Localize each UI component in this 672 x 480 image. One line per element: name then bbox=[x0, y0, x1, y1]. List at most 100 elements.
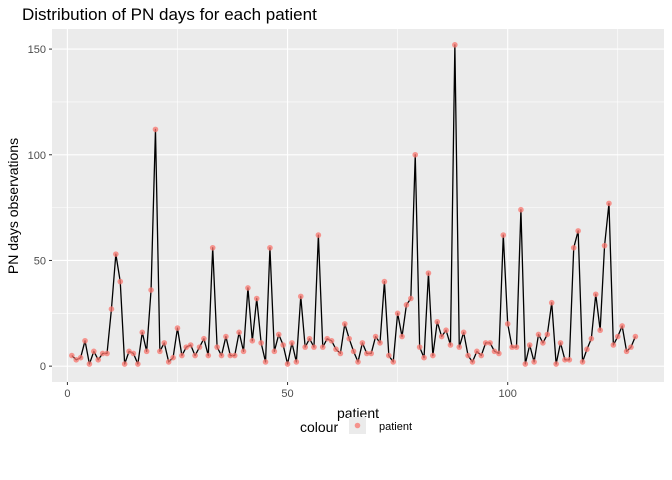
data-point bbox=[126, 348, 132, 355]
data-point bbox=[355, 359, 361, 365]
data-point bbox=[236, 329, 242, 336]
data-point bbox=[496, 350, 502, 357]
data-point bbox=[324, 335, 330, 342]
data-point bbox=[540, 340, 546, 346]
data-point bbox=[69, 352, 75, 359]
data-point bbox=[614, 333, 621, 340]
minor-grid bbox=[52, 29, 664, 382]
data-point bbox=[597, 327, 603, 334]
data-point bbox=[438, 333, 445, 340]
data-point bbox=[610, 342, 617, 348]
data-point bbox=[245, 285, 251, 291]
data-point bbox=[117, 278, 124, 285]
data-point bbox=[218, 352, 225, 359]
data-point bbox=[130, 350, 137, 357]
data-point bbox=[249, 337, 256, 344]
data-point bbox=[297, 293, 304, 300]
y-tick-label: 100 bbox=[28, 150, 46, 162]
data-point bbox=[364, 350, 370, 357]
data-point bbox=[183, 344, 190, 350]
data-point bbox=[227, 352, 234, 359]
data-point bbox=[381, 278, 388, 285]
data-point bbox=[628, 344, 634, 350]
data-point bbox=[165, 359, 172, 365]
data-point bbox=[421, 354, 427, 361]
data-point bbox=[121, 361, 128, 367]
data-point bbox=[293, 359, 300, 365]
data-point bbox=[372, 333, 379, 340]
data-point bbox=[86, 361, 93, 367]
x-axis-title: patient bbox=[337, 405, 379, 421]
data-point bbox=[337, 350, 344, 357]
data-point bbox=[465, 352, 471, 359]
data-point bbox=[359, 340, 366, 346]
legend-key-point bbox=[354, 422, 361, 429]
x-tick-label: 50 bbox=[281, 388, 293, 400]
x-tick-label: 100 bbox=[499, 388, 517, 400]
data-point bbox=[201, 335, 207, 342]
data-points bbox=[69, 42, 639, 367]
data-point bbox=[143, 348, 150, 355]
y-axis-title: PN days observations bbox=[5, 138, 21, 274]
data-point bbox=[377, 340, 383, 346]
data-point bbox=[368, 350, 375, 357]
data-point bbox=[157, 348, 163, 355]
data-point bbox=[306, 335, 313, 342]
data-point bbox=[214, 344, 220, 350]
x-axis-ticks: 0 50 100 bbox=[64, 382, 517, 400]
chart-title: Distribution of PN days for each patient bbox=[22, 5, 317, 24]
data-point bbox=[399, 333, 405, 340]
data-point bbox=[240, 348, 247, 355]
data-point bbox=[562, 357, 568, 363]
data-point bbox=[452, 42, 458, 48]
data-point bbox=[390, 359, 397, 365]
data-point bbox=[333, 346, 339, 353]
data-point bbox=[606, 200, 612, 207]
data-point bbox=[553, 361, 559, 367]
data-point bbox=[601, 242, 608, 249]
data-point bbox=[575, 228, 581, 234]
data-point bbox=[447, 342, 454, 348]
data-point bbox=[623, 348, 630, 355]
data-point bbox=[161, 340, 168, 346]
data-point bbox=[518, 206, 524, 213]
data-point bbox=[82, 337, 88, 344]
data-point bbox=[187, 342, 194, 348]
data-point bbox=[557, 340, 564, 346]
data-point bbox=[592, 291, 599, 298]
data-point bbox=[139, 329, 146, 336]
data-point bbox=[478, 352, 485, 359]
data-point bbox=[271, 348, 278, 355]
plot-panel bbox=[52, 29, 664, 382]
data-point bbox=[570, 244, 577, 251]
data-point bbox=[632, 333, 639, 340]
data-point bbox=[403, 302, 410, 308]
data-point bbox=[544, 331, 551, 338]
data-point bbox=[509, 344, 515, 350]
data-point bbox=[135, 361, 141, 367]
data-point bbox=[113, 251, 119, 257]
data-point bbox=[104, 350, 110, 357]
data-point bbox=[108, 306, 115, 312]
data-point bbox=[513, 344, 520, 350]
data-point bbox=[258, 340, 264, 346]
data-point bbox=[535, 331, 542, 338]
data-point bbox=[205, 352, 212, 359]
data-point bbox=[425, 270, 432, 276]
y-axis-ticks: 0 50 100 150 bbox=[28, 44, 52, 373]
data-point bbox=[487, 340, 493, 346]
data-point bbox=[311, 344, 317, 350]
y-tick-label: 0 bbox=[40, 361, 46, 373]
data-point bbox=[526, 342, 533, 348]
data-point bbox=[196, 344, 203, 350]
data-point bbox=[284, 361, 291, 367]
data-point bbox=[504, 321, 511, 327]
data-point bbox=[416, 344, 423, 350]
data-point bbox=[209, 244, 216, 251]
data-point bbox=[394, 310, 401, 317]
data-point bbox=[319, 344, 326, 350]
legend: colour patient bbox=[300, 417, 412, 435]
data-point bbox=[170, 354, 176, 361]
x-tick-label: 0 bbox=[64, 388, 70, 400]
data-point bbox=[531, 359, 537, 365]
